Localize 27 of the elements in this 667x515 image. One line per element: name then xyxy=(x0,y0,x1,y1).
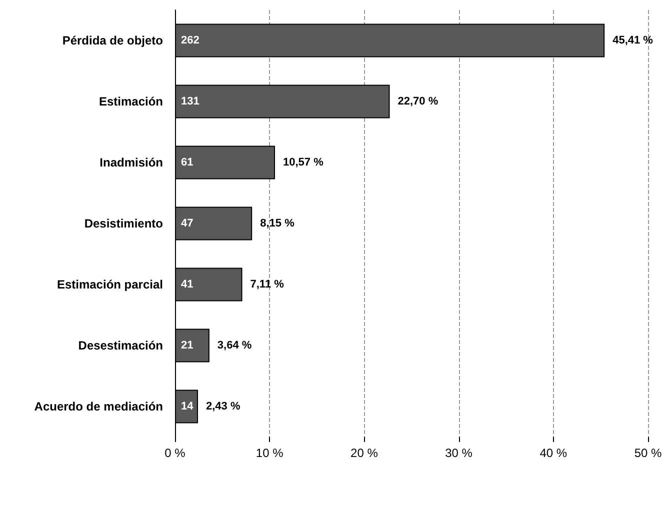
annotation: 131 xyxy=(181,96,200,108)
y-tick-label: Inadmisión xyxy=(100,156,163,170)
y-tick-label: Pérdida de objeto xyxy=(62,34,163,48)
x-tick-label: 40 % xyxy=(540,446,568,460)
x-tick-label: 50 % xyxy=(634,446,662,460)
annotation: 21 xyxy=(181,340,194,352)
annotation: 61 xyxy=(181,156,194,168)
x-tick-label: 30 % xyxy=(445,446,473,460)
data-label: 22,70 % xyxy=(398,96,438,108)
annotation: 14 xyxy=(181,400,194,412)
annotation: 262 xyxy=(181,34,200,46)
data-label: 7,11 % xyxy=(250,278,284,290)
annotation: 47 xyxy=(181,218,194,230)
y-tick-label: Acuerdo de mediación xyxy=(34,400,163,414)
y-tick-label: Estimación xyxy=(98,94,163,108)
data-label: 8,15 % xyxy=(260,218,295,230)
data-label: 2,43 % xyxy=(206,400,240,412)
y-tick-label: Desestimación xyxy=(78,338,163,352)
x-tick-label: 20 % xyxy=(350,446,378,460)
x-tick-label: 10 % xyxy=(256,446,284,460)
data-label: 10,57 % xyxy=(282,156,324,168)
y-tick-label: Desistimiento xyxy=(84,216,163,230)
x-tick-label: 0 % xyxy=(164,446,186,460)
annotation: 41 xyxy=(181,278,194,290)
data-label: 3,64 % xyxy=(217,340,252,352)
data-label: 45,41 % xyxy=(612,34,654,46)
y-tick-label: Estimación parcial xyxy=(56,278,163,292)
